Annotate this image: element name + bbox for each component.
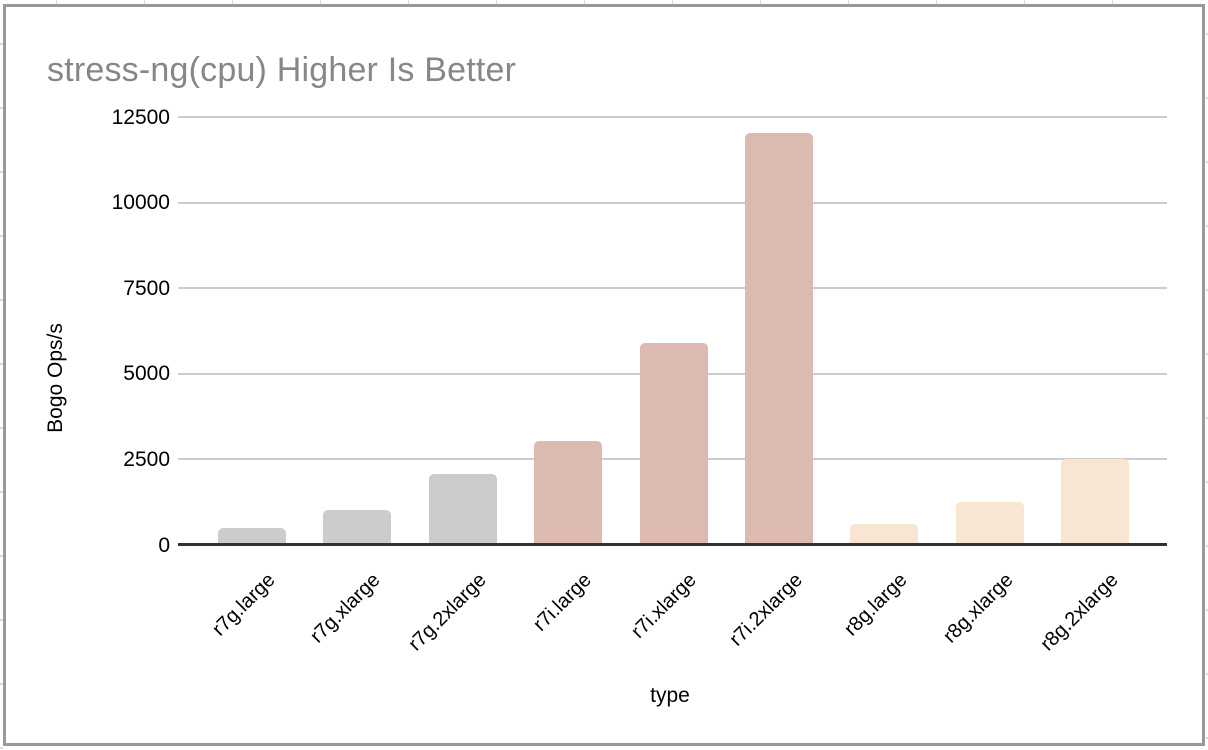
sheet-gridline-tick: [0, 235, 3, 237]
sheet-gridline-tick: [760, 0, 761, 4]
sheet-gridline-tick: [56, 0, 57, 4]
sheet-gridline-tick: [1206, 545, 1208, 547]
sheet-gridline-tick: [672, 0, 673, 4]
sheet-gridline-tick: [0, 555, 3, 557]
sheet-gridline-tick: [0, 299, 3, 301]
sheet-gridline-tick: [936, 0, 937, 4]
bar-r8g-2xlarge[interactable]: [1061, 459, 1130, 545]
bar-r7g-xlarge[interactable]: [323, 509, 392, 545]
sheet-gridline-tick: [1024, 0, 1025, 4]
gridline-10000: [178, 201, 1167, 204]
sheet-gridline-tick: [1206, 289, 1208, 291]
sheet-gridline-tick: [0, 363, 3, 365]
bar-r7g-large[interactable]: [217, 527, 286, 545]
bar-r7i-large[interactable]: [534, 440, 603, 545]
y-tick-label: 12500: [111, 105, 170, 129]
sheet-gridline-tick: [584, 0, 585, 4]
sheet-gridline-tick: [0, 107, 3, 109]
sheet-gridline-tick: [0, 683, 3, 685]
sheet-gridline-tick: [1206, 417, 1208, 419]
sheet-gridline-tick: [1206, 609, 1208, 611]
chart-title: stress-ng(cpu) Higher Is Better: [47, 51, 517, 89]
sheet-gridline-tick: [1206, 737, 1208, 739]
bar-r7i-xlarge[interactable]: [639, 342, 708, 545]
gridline-12500: [178, 116, 1167, 118]
y-tick-label: 0: [158, 533, 170, 557]
sheet-gridline-tick: [408, 0, 409, 4]
chart-frame[interactable]: stress-ng(cpu) Higher Is Better: [3, 4, 1205, 746]
y-tick-label: 10000: [111, 191, 170, 215]
sheet-gridline-tick: [1206, 33, 1208, 35]
sheet-gridline-tick: [1206, 161, 1208, 163]
sheet-gridline-tick: [0, 747, 3, 749]
sheet-gridline-tick: [320, 0, 321, 4]
sheet-gridline-tick: [1206, 481, 1208, 483]
sheet-gridline-tick: [496, 0, 497, 4]
y-tick-label: 7500: [123, 276, 170, 300]
sheet-gridline-tick: [144, 0, 145, 4]
x-axis-title: type: [650, 684, 690, 707]
y-tick-label: 5000: [123, 362, 170, 386]
gridline-7500: [178, 287, 1167, 290]
x-axis-line: [178, 543, 1167, 546]
sheet-gridline-tick: [1206, 97, 1208, 99]
sheet-gridline-tick: [1206, 673, 1208, 675]
bar-r7g-2xlarge[interactable]: [428, 474, 497, 545]
bar-r8g-xlarge[interactable]: [955, 501, 1024, 545]
sheet-gridline-tick: [0, 427, 3, 429]
sheet-gridline-tick: [1206, 353, 1208, 355]
sheet-gridline-tick: [848, 0, 849, 4]
bar-r8g-large[interactable]: [850, 523, 919, 545]
sheet-gridline-tick: [0, 619, 3, 621]
sheet-gridline-tick: [1206, 225, 1208, 227]
sheet-gridline-tick: [0, 43, 3, 45]
sheet-gridline-tick: [232, 0, 233, 4]
bar-r7i-2xlarge[interactable]: [744, 133, 813, 545]
y-tick-label: 2500: [123, 447, 170, 471]
sheet-gridline-tick: [0, 171, 3, 173]
sheet-gridline-tick: [1112, 0, 1113, 4]
sheet-gridline-tick: [0, 491, 3, 493]
